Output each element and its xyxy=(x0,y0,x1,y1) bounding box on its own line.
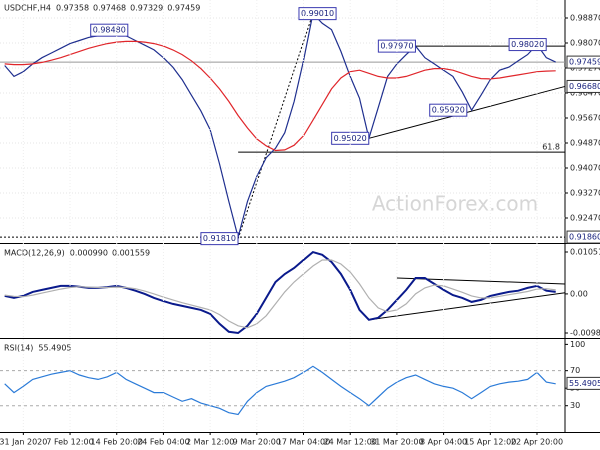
y-tick-label: 100 xyxy=(570,340,585,349)
label-box: 0.96680 xyxy=(566,79,600,93)
series-line xyxy=(4,365,556,416)
label-box: 55.4905 xyxy=(566,376,600,390)
y-tick-label: 0.010513 xyxy=(570,248,600,257)
x-tick-label: 9 Mar 20:00 xyxy=(233,438,281,447)
y-tick-label: 0.94070 xyxy=(570,164,600,173)
trendline xyxy=(237,13,314,239)
label-box-text: 0.98020 xyxy=(511,40,544,49)
y-tick-label: 0.98870 xyxy=(570,14,600,23)
label-box-text: 0.99010 xyxy=(301,9,334,18)
y-tick-label: 0.00 xyxy=(570,289,588,298)
label-box-frame xyxy=(566,79,600,93)
series-line xyxy=(4,259,556,329)
label-box: 0.97970 xyxy=(377,39,416,53)
series-line xyxy=(4,40,556,152)
y-tick-label: 0.93270 xyxy=(570,189,600,198)
label-box: 0.98020 xyxy=(508,38,547,52)
x-tick-label: 31 Jan 2020 xyxy=(0,438,47,447)
y-tick-label: -0.009804 xyxy=(570,328,600,337)
y-tick-label: 0.98070 xyxy=(570,39,600,48)
label-box-text: 0.95920 xyxy=(432,106,465,115)
trendline xyxy=(368,292,566,321)
y-tick-label: 0.92470 xyxy=(570,214,600,223)
header-value: 0.97459 xyxy=(167,4,200,13)
label-box-text: 55.4905 xyxy=(569,379,600,388)
watermark: ActionForex.com xyxy=(372,192,538,216)
label-box: 0.91810 xyxy=(200,232,239,246)
x-tick-label: 24 Mar 12:00 xyxy=(323,438,376,447)
label-box-frame xyxy=(377,39,416,53)
x-tick-label: 14 Feb 20:00 xyxy=(90,438,142,447)
y-tick-label: 0.96470 xyxy=(570,89,600,98)
header-value: 0.97329 xyxy=(130,4,163,13)
label-box-text: 0.98480 xyxy=(93,26,126,35)
label-box: 0.97459 xyxy=(566,55,600,69)
label-box-frame xyxy=(200,232,239,246)
x-tick-label: 2 Mar 12:00 xyxy=(186,438,234,447)
x-tick-label: 15 Apr 12:00 xyxy=(464,438,516,447)
y-tick-label: 70 xyxy=(570,366,580,375)
header-value: 0.97468 xyxy=(93,4,126,13)
label-box-text: 0.91810 xyxy=(203,234,236,243)
fib-label: 61.8 xyxy=(542,143,560,152)
label-box-frame xyxy=(566,55,600,69)
label-box: 0.98480 xyxy=(90,23,129,37)
y-tick-label: 0.94870 xyxy=(570,139,600,148)
label-box-text: 0.97970 xyxy=(380,42,413,51)
panel-title: MACD(12,26,9) xyxy=(4,249,65,258)
x-tick-label: 22 Apr 20:00 xyxy=(511,438,563,447)
label-box-frame xyxy=(566,230,600,244)
label-box-text: 0.96680 xyxy=(569,82,600,91)
header-value: 0.97358 xyxy=(56,4,89,13)
x-tick-label: 8 Apr 04:00 xyxy=(420,438,467,447)
x-tick-label: 24 Feb 04:00 xyxy=(137,438,189,447)
label-box: 0.95920 xyxy=(429,103,468,117)
header-value: 0.001559 xyxy=(112,249,150,258)
header-value: 55.4905 xyxy=(38,344,71,353)
x-tick-label: 17 Mar 04:00 xyxy=(277,438,330,447)
label-box: 0.99010 xyxy=(298,7,337,21)
label-box-frame xyxy=(566,376,600,390)
y-tick-label: 30 xyxy=(570,401,580,410)
panel-title: RSI(14) xyxy=(4,344,33,353)
label-box-frame xyxy=(298,7,337,21)
label-box: 0.91860 xyxy=(566,230,600,244)
header-value: 0.000990 xyxy=(70,249,108,258)
label-box-text: 0.91860 xyxy=(569,233,600,242)
label-box-text: 0.97459 xyxy=(569,58,600,67)
panel-title: USDCHF,H4 xyxy=(4,4,51,13)
x-tick-label: 31 Mar 20:00 xyxy=(370,438,423,447)
label-box-frame xyxy=(90,23,129,37)
label-box-frame xyxy=(508,38,547,52)
x-tick-label: 7 Feb 12:00 xyxy=(46,438,93,447)
label-box-frame xyxy=(429,103,468,117)
y-tick-label: 0.95670 xyxy=(570,114,600,123)
